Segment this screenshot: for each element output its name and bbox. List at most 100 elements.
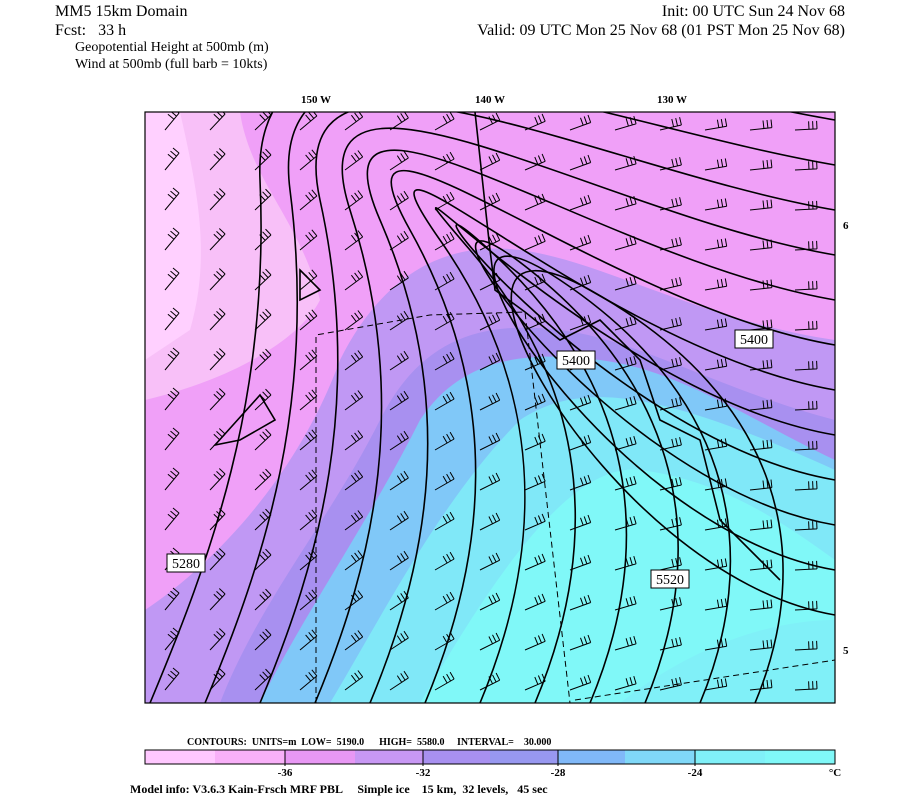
wind-barb <box>299 189 318 211</box>
wind-barb <box>164 667 180 691</box>
wind-barb <box>749 319 773 331</box>
wind-barb <box>794 640 818 651</box>
wind-barb <box>434 471 455 491</box>
wind-barb <box>209 112 226 131</box>
wind-barb <box>614 595 637 611</box>
wind-barb <box>434 431 455 451</box>
wind-barb <box>524 313 546 331</box>
wind-barb <box>254 548 272 571</box>
wind-barb <box>299 309 318 331</box>
wind-barb <box>164 587 180 611</box>
wind-barb <box>524 513 546 531</box>
wind-barb <box>164 227 180 251</box>
wind-barb <box>209 228 226 251</box>
contour-line <box>455 224 835 703</box>
wind-barb <box>434 231 455 251</box>
wind-barb <box>524 673 546 691</box>
wind-barb <box>704 158 728 171</box>
wind-barb <box>614 355 637 371</box>
contour-line <box>259 112 835 703</box>
domain-title: MM5 15km Domain <box>55 3 187 20</box>
latitude-label: 6 <box>843 220 849 232</box>
wind-barb <box>479 472 501 491</box>
wind-barb <box>749 279 773 291</box>
wind-barb <box>569 274 592 291</box>
wind-barb <box>794 480 818 491</box>
wind-barb <box>344 550 364 571</box>
wind-barb <box>434 191 455 211</box>
wind-barb <box>614 195 637 211</box>
wind-barb <box>704 358 728 371</box>
wind-barb <box>254 148 272 171</box>
wind-barb <box>209 668 226 691</box>
wind-barb <box>344 270 364 291</box>
wind-barb <box>659 637 682 651</box>
wind-barb <box>794 440 818 451</box>
wind-barb <box>434 311 455 331</box>
wind-barb <box>614 275 637 291</box>
wind-barb <box>299 389 318 411</box>
wind-barb <box>389 310 409 331</box>
wind-barb <box>434 351 455 371</box>
colorbar-tick-label: -36 <box>278 767 293 779</box>
wind-barb <box>344 670 364 691</box>
wind-barb <box>749 439 773 451</box>
wind-barb <box>209 348 226 371</box>
wind-barb <box>434 151 455 171</box>
wind-barb <box>794 200 818 211</box>
wind-barb <box>164 147 180 171</box>
wind-barb <box>569 314 592 331</box>
wind-barb <box>659 397 682 411</box>
wind-barb <box>209 508 226 531</box>
wind-barb <box>704 678 728 691</box>
forecast-hour: Fcst: 33 h <box>55 22 126 39</box>
wind-barb <box>389 510 409 531</box>
wind-barb <box>254 588 272 611</box>
wind-barb <box>389 190 409 211</box>
wind-barb <box>794 160 818 171</box>
wind-barb <box>389 270 409 291</box>
map: 5280 5400 5400 5520 150 W 140 W 130 W 6 … <box>144 94 849 704</box>
wind-barb <box>434 551 455 571</box>
contour-info: CONTOURS: UNITS=m LOW= 5190.0 HIGH= 5580… <box>187 737 551 748</box>
wind-barb <box>344 430 364 451</box>
wind-barb <box>479 312 501 331</box>
wind-barb <box>479 272 501 291</box>
wind-barb <box>614 635 637 651</box>
wind-barb <box>479 152 501 171</box>
colorbar-tick-label: -24 <box>688 767 703 779</box>
wind-barb <box>299 549 318 571</box>
wind-barb <box>164 427 180 451</box>
wind-barb <box>254 508 272 531</box>
wind-barb <box>479 552 501 571</box>
wind-barb <box>704 238 728 251</box>
wind-barb <box>569 594 592 611</box>
field-name: Geopotential Height at 500mb (m) <box>75 40 269 55</box>
wind-barb <box>704 478 728 491</box>
wind-barb <box>434 112 455 131</box>
wind-barb <box>389 150 409 171</box>
wind-barb <box>524 153 546 171</box>
wind-barb <box>299 349 318 371</box>
wind-barb <box>299 269 318 291</box>
wind-barb <box>794 680 818 691</box>
wind-barb <box>344 230 364 251</box>
wind-barb <box>659 157 682 171</box>
wind-barb <box>389 112 409 131</box>
wind-barb <box>254 348 272 371</box>
wind-barb <box>299 229 318 251</box>
contour-line <box>434 207 835 703</box>
contour-line <box>413 189 835 703</box>
wind-barb <box>614 395 637 411</box>
wind-barb <box>614 555 637 571</box>
wind-barb <box>659 317 682 331</box>
wind-barb <box>704 318 728 331</box>
wind-barb <box>524 553 546 571</box>
wind-barb <box>164 507 180 531</box>
wind-barb <box>389 430 409 451</box>
wind-barb <box>794 240 818 251</box>
wind-barb <box>209 308 226 331</box>
wind-barb <box>389 390 409 411</box>
wind-barb <box>794 400 818 411</box>
